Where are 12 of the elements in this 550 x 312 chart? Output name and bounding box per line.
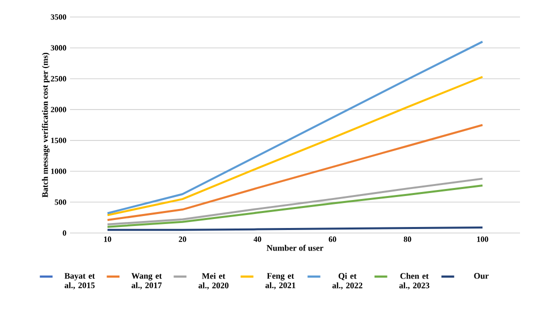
legend-label: Our xyxy=(474,273,489,279)
x-axis-title: Number of user xyxy=(266,244,324,251)
legend-label: Wang et al., 2017 xyxy=(131,273,162,290)
y-axis-title: Batch message verification cost per (ms) xyxy=(42,52,50,198)
legend-label: Qi et al., 2022 xyxy=(332,272,362,290)
legend-label: Chen et al., 2023 xyxy=(399,272,430,290)
legend-label: Feng et al., 2021 xyxy=(265,273,296,290)
legend-label: Bayat et al., 2015 xyxy=(64,273,95,290)
line-series xyxy=(106,76,484,216)
line-series xyxy=(106,178,484,226)
legend-label: Mei et al., 2020 xyxy=(198,272,228,290)
line-series xyxy=(106,184,484,228)
